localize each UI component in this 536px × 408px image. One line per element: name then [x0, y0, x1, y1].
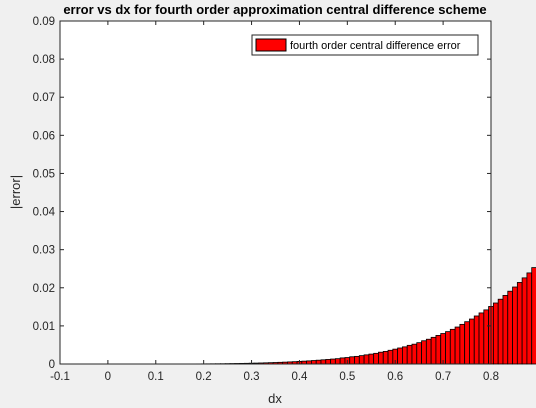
x-tick-label: 0.2: [196, 371, 212, 383]
x-tick-label: 0.1: [148, 371, 164, 383]
legend-swatch: [255, 38, 287, 52]
bar: [315, 359, 322, 365]
bar: [483, 309, 490, 365]
bar: [320, 359, 327, 365]
bar: [526, 272, 533, 365]
bar: [311, 360, 317, 365]
bar: [473, 315, 480, 365]
y-tick-label: 0.01: [33, 321, 55, 333]
bar: [445, 331, 451, 365]
legend[interactable]: fourth order central difference error: [251, 34, 479, 56]
x-tick-label: 0.8: [483, 371, 499, 383]
bar: [421, 340, 427, 365]
bar: [507, 290, 513, 365]
legend-box: [251, 34, 479, 56]
y-tick-label: 0.02: [33, 283, 55, 295]
bar: [354, 355, 360, 365]
x-tick-label: 0.7: [435, 371, 451, 383]
y-axis-label: |error|: [8, 175, 23, 209]
bar: [435, 335, 442, 365]
bar: [449, 328, 456, 365]
bar: [368, 353, 375, 365]
bar: [454, 326, 461, 365]
bar: [502, 294, 509, 365]
x-tick-label: 0.3: [244, 371, 260, 383]
y-tick-label: 0.08: [33, 54, 55, 66]
y-tick-label: 0.04: [33, 207, 56, 219]
chart-title: error vs dx for fourth order approximati…: [63, 2, 486, 17]
x-ticks: -0.1 0 0.1 0.2 0.3 0.4 0.5 0.6 0.7 0.8: [50, 21, 499, 383]
bar: [373, 352, 379, 365]
x-axis-label: dx: [268, 391, 282, 406]
x-tick-label: 0.4: [291, 371, 308, 383]
bar: [531, 267, 536, 365]
bar: [382, 351, 389, 365]
bar: [406, 344, 413, 365]
y-tick-label: 0.07: [33, 92, 55, 104]
bar: [464, 321, 470, 365]
y-tick-label: 0.05: [33, 168, 55, 180]
bar: [440, 333, 446, 365]
y-ticks: 0 0.01 0.02 0.03 0.04 0.05 0.06 0.07 0.08 0.09: [33, 16, 491, 371]
plot-border: [59, 20, 492, 365]
y-tick-label: 0: [49, 359, 55, 371]
bar: [363, 354, 370, 365]
bar: [402, 346, 408, 365]
bar: [425, 338, 432, 365]
bar: [387, 349, 394, 365]
y-tick-label: 0.06: [33, 130, 55, 142]
x-tick-label: -0.1: [50, 371, 70, 383]
bar: [378, 351, 384, 365]
bar: [330, 358, 336, 365]
x-tick-label: 0: [105, 371, 111, 383]
x-tick-label: 0.5: [339, 371, 355, 383]
bar: [497, 298, 504, 365]
bar: [411, 343, 418, 365]
bar: [521, 277, 528, 365]
bar: [416, 342, 422, 365]
plot-area: [60, 21, 491, 364]
bar: [339, 357, 346, 365]
x-tick-label: 0.6: [387, 371, 403, 383]
bar: [512, 286, 518, 365]
bar: [397, 347, 403, 365]
bar: [430, 336, 437, 365]
bar: [358, 355, 365, 365]
bar: [478, 312, 485, 365]
bar: [334, 358, 341, 365]
bar: [492, 302, 499, 365]
bar: [459, 323, 466, 365]
y-tick-label: 0.03: [33, 245, 55, 257]
y-tick-label: 0.09: [33, 16, 55, 28]
bar: [325, 359, 331, 365]
bar: [349, 356, 355, 365]
bar: [469, 318, 475, 365]
bar: [516, 282, 523, 365]
legend-entry-label: fourth order central difference error: [290, 40, 461, 52]
